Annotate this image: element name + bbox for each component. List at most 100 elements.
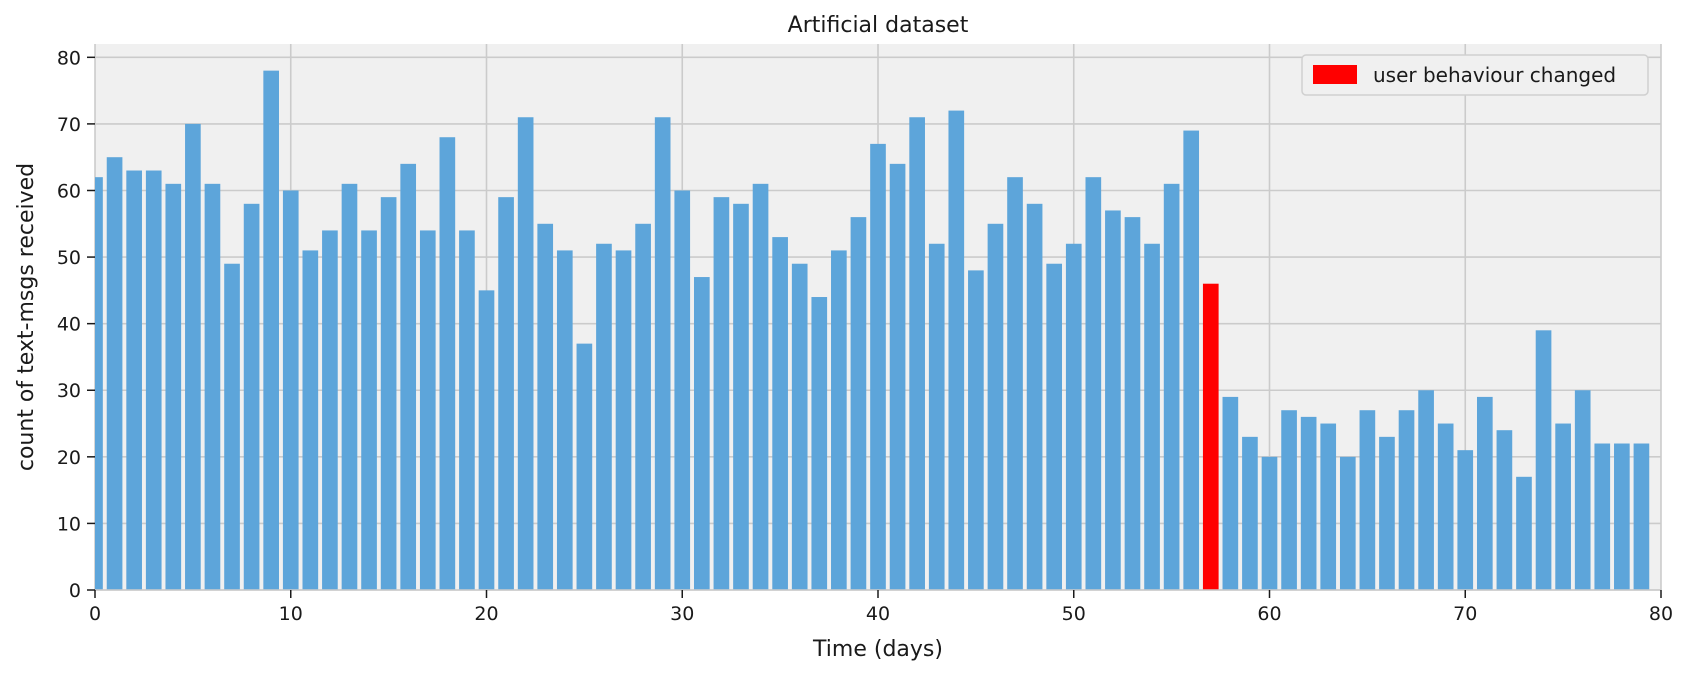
bar (772, 237, 788, 590)
chart-title: Artificial dataset (788, 13, 969, 38)
x-tick-label: 50 (1062, 603, 1086, 625)
bar (361, 230, 377, 590)
bar (126, 170, 142, 590)
x-tick-label: 30 (670, 603, 694, 625)
bar (1359, 410, 1376, 590)
bar (1496, 430, 1513, 590)
bar (1574, 390, 1591, 590)
y-tick-label: 60 (57, 180, 81, 202)
bar (752, 183, 769, 590)
bar (615, 250, 632, 591)
bar-highlight (1202, 283, 1219, 590)
bar (1614, 443, 1630, 590)
bar (341, 183, 358, 590)
bar (733, 203, 749, 590)
bar (831, 250, 847, 591)
y-tick-label: 80 (57, 47, 81, 69)
bar (145, 170, 162, 590)
bar (635, 223, 651, 590)
bar (791, 263, 808, 590)
bar (870, 143, 886, 590)
legend-label: user behaviour changed (1373, 63, 1616, 87)
bar (1105, 210, 1121, 590)
bar (106, 157, 123, 590)
bar (693, 277, 710, 590)
bar (576, 343, 593, 590)
bar (1222, 396, 1239, 590)
bar (556, 250, 573, 591)
y-tick-label: 50 (57, 247, 81, 269)
bar (811, 297, 828, 590)
bar (889, 163, 906, 591)
bar (948, 110, 965, 591)
bar (478, 290, 495, 590)
bar (282, 190, 299, 591)
bar (1437, 423, 1454, 590)
y-tick-label: 20 (57, 447, 81, 469)
bar (400, 163, 417, 591)
bar (1183, 130, 1200, 590)
bar (1242, 436, 1258, 590)
bar (1085, 177, 1102, 591)
bar (850, 217, 867, 590)
bar (1535, 330, 1552, 590)
bars (95, 70, 1650, 591)
legend-box (1301, 54, 1649, 96)
axes: 0 10 20 30 40 50 60 70 80 0 10 20 30 40 50 60 70 80 (57, 47, 1673, 625)
bar (1026, 203, 1043, 590)
bar (1320, 423, 1337, 590)
x-tick-label: 0 (89, 603, 101, 625)
y-tick-label: 70 (57, 114, 81, 136)
bar (517, 117, 534, 591)
bar (224, 263, 240, 590)
bar (1144, 243, 1160, 590)
x-tick-label: 60 (1257, 603, 1281, 625)
bar (596, 243, 612, 590)
bar (498, 197, 514, 590)
bar (459, 230, 475, 590)
bar (674, 190, 691, 591)
bar (1046, 263, 1063, 590)
bar (419, 230, 436, 590)
x-tick-label: 40 (866, 603, 890, 625)
bar (654, 117, 671, 591)
x-axis-label: Time (days) (812, 637, 943, 662)
bar (322, 230, 338, 590)
bar (302, 250, 319, 591)
bar (165, 183, 182, 590)
bar (185, 123, 201, 590)
bar (439, 137, 456, 590)
bar (1339, 456, 1356, 590)
bar (1398, 410, 1415, 590)
bar (1476, 396, 1493, 590)
x-tick-label: 10 (279, 603, 303, 625)
bar (204, 183, 221, 590)
bar (1281, 410, 1297, 590)
bar (1516, 476, 1532, 590)
legend-swatch (1313, 65, 1357, 84)
y-tick-label: 10 (57, 513, 81, 535)
bar (1594, 443, 1611, 590)
bar (928, 243, 945, 590)
bar (713, 197, 730, 590)
bar (1418, 390, 1434, 590)
bar (1633, 443, 1650, 590)
bar (1300, 416, 1317, 590)
bar (263, 70, 280, 590)
bar (909, 117, 925, 591)
bar (537, 223, 554, 590)
y-tick-label: 30 (57, 380, 81, 402)
bar (987, 223, 1004, 590)
bar (1555, 423, 1571, 590)
bar (1457, 450, 1474, 590)
bar (95, 177, 103, 591)
bar (1379, 436, 1395, 590)
bar (1124, 217, 1141, 590)
x-tick-label: 20 (474, 603, 498, 625)
bar (1065, 243, 1082, 590)
bar (968, 270, 984, 590)
bar (1163, 183, 1180, 590)
x-tick-label: 70 (1453, 603, 1477, 625)
y-tick-label: 40 (57, 314, 81, 336)
